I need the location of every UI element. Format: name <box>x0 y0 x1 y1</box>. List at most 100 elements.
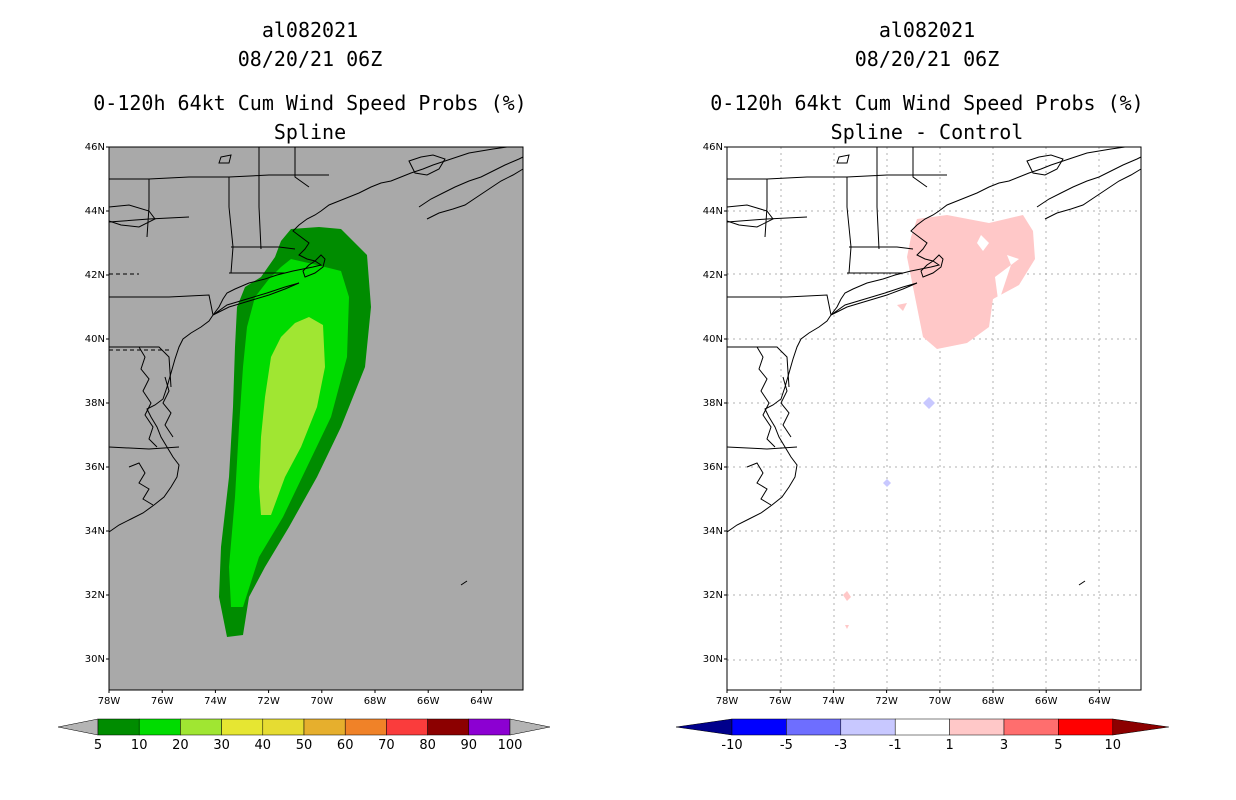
lon-tick-label: 78W <box>98 696 121 707</box>
colorbar-box <box>1003 718 1059 736</box>
lon-tick-label: 68W <box>364 696 387 707</box>
right-map <box>726 146 1142 691</box>
left-title-block: al082021 08/20/21 06Z <box>60 16 560 74</box>
lat-tick-label: 32N <box>85 590 105 601</box>
right-storm-id: al082021 <box>878 18 976 42</box>
lon-tick-label: 66W <box>417 696 440 707</box>
colorbar-label: 20 <box>172 738 189 753</box>
colorbar-box <box>949 718 1005 736</box>
colorbar-label: -1 <box>889 738 902 753</box>
lon-tick-label: 70W <box>310 696 333 707</box>
right-datetime: 08/20/21 06Z <box>854 47 1000 71</box>
colorbar-label: 5 <box>94 738 102 753</box>
colorbar-box <box>303 718 346 736</box>
left-product-block: 0-120h 64kt Cum Wind Speed Probs (%) Spl… <box>40 89 580 147</box>
lon-tick-label: 66W <box>1035 696 1058 707</box>
lon-tick-label: 64W <box>470 696 493 707</box>
right-colorbar: -10 -5 -3 -1 1 3 5 10 <box>675 718 1169 753</box>
left-map <box>108 146 524 691</box>
colorbar-label: 50 <box>296 738 313 753</box>
right-lon-labels: 78W 76W 74W 72W 70W 68W 66W 64W <box>716 690 1111 707</box>
colorbar-over-triangle <box>509 718 551 736</box>
colorbar-label: 90 <box>461 738 478 753</box>
right-lat-labels: 46N 44N 42N 40N 38N 36N 34N 32N 30N <box>703 142 727 665</box>
colorbar-box <box>138 718 181 736</box>
colorbar-box <box>262 718 305 736</box>
lat-tick-label: 32N <box>703 590 723 601</box>
right-contour-holes <box>977 235 1019 307</box>
colorbar-label: 1 <box>945 738 953 753</box>
left-contour-20-30 <box>259 317 325 515</box>
right-contour-speck-1 <box>897 303 907 311</box>
colorbar-box <box>840 718 896 736</box>
left-lat-labels: 46N 44N 42N 40N 38N 36N 34N 32N 30N <box>85 142 109 665</box>
left-map-frame <box>108 146 524 691</box>
right-contour-1-3 <box>907 215 1035 349</box>
colorbar-label: 30 <box>213 738 230 753</box>
colorbar-box <box>731 718 787 736</box>
colorbar-box <box>221 718 264 736</box>
lat-tick-label: 44N <box>703 206 723 217</box>
colorbar-box <box>786 718 842 736</box>
lat-tick-label: 34N <box>85 526 105 537</box>
lon-tick-label: 76W <box>769 696 792 707</box>
colorbar-label: 10 <box>1105 738 1122 753</box>
lon-tick-label: 72W <box>875 696 898 707</box>
right-neg-speck-1 <box>923 397 935 409</box>
left-product-title: 0-120h 64kt Cum Wind Speed Probs (%) <box>93 91 527 115</box>
colorbar-box <box>427 718 470 736</box>
left-colorbar: 5 10 20 30 40 50 60 70 80 90 100 <box>57 718 551 753</box>
lat-tick-label: 42N <box>703 270 723 281</box>
colorbar-box <box>894 718 950 736</box>
colorbar-label: 40 <box>255 738 272 753</box>
colorbar-box <box>468 718 511 736</box>
colorbar-label: 70 <box>378 738 395 753</box>
colorbar-label: 60 <box>337 738 354 753</box>
lat-tick-label: 36N <box>703 462 723 473</box>
lon-tick-label: 74W <box>822 696 845 707</box>
right-neg-speck-2 <box>883 479 891 487</box>
lat-tick-label: 30N <box>85 654 105 665</box>
colorbar-label: 80 <box>419 738 436 753</box>
left-datetime: 08/20/21 06Z <box>237 47 383 71</box>
colorbar-over-triangle <box>1112 718 1169 736</box>
colorbar-box <box>1058 718 1114 736</box>
lat-tick-label: 38N <box>85 398 105 409</box>
lon-tick-label: 68W <box>982 696 1005 707</box>
lat-tick-label: 44N <box>85 206 105 217</box>
right-title-block: al082021 08/20/21 06Z <box>677 16 1177 74</box>
right-subtitle: Spline - Control <box>830 120 1024 144</box>
lon-tick-label: 78W <box>716 696 739 707</box>
lat-tick-label: 38N <box>703 398 723 409</box>
lon-tick-label: 64W <box>1088 696 1111 707</box>
colorbar-under-triangle <box>675 718 733 736</box>
colorbar-label: -5 <box>780 738 793 753</box>
colorbar-label: 10 <box>131 738 148 753</box>
left-lon-labels: 78W 76W 74W 72W 70W 68W 66W 64W <box>98 690 493 707</box>
colorbar-box <box>386 718 428 736</box>
right-product-block: 0-120h 64kt Cum Wind Speed Probs (%) Spl… <box>657 89 1197 147</box>
left-storm-id: al082021 <box>261 18 359 42</box>
lat-tick-label: 34N <box>703 526 723 537</box>
colorbar-under-triangle <box>57 718 99 736</box>
lon-tick-label: 72W <box>257 696 280 707</box>
right-contour-speck-2 <box>843 591 851 629</box>
colorbar-label: -3 <box>834 738 847 753</box>
lat-tick-label: 30N <box>703 654 723 665</box>
lat-tick-label: 36N <box>85 462 105 473</box>
colorbar-label: 100 <box>498 738 523 753</box>
lat-tick-label: 46N <box>85 142 105 153</box>
lat-tick-label: 40N <box>85 334 105 345</box>
left-subtitle: Spline <box>273 120 347 144</box>
lon-tick-label: 74W <box>204 696 227 707</box>
lat-tick-label: 42N <box>85 270 105 281</box>
colorbar-box <box>344 718 387 736</box>
colorbar-label: 5 <box>1054 738 1062 753</box>
right-product-title: 0-120h 64kt Cum Wind Speed Probs (%) <box>710 91 1144 115</box>
colorbar-label: 3 <box>1000 738 1008 753</box>
right-map-frame <box>726 146 1142 691</box>
colorbar-box <box>97 718 140 736</box>
lat-tick-label: 46N <box>703 142 723 153</box>
lon-tick-label: 76W <box>151 696 174 707</box>
